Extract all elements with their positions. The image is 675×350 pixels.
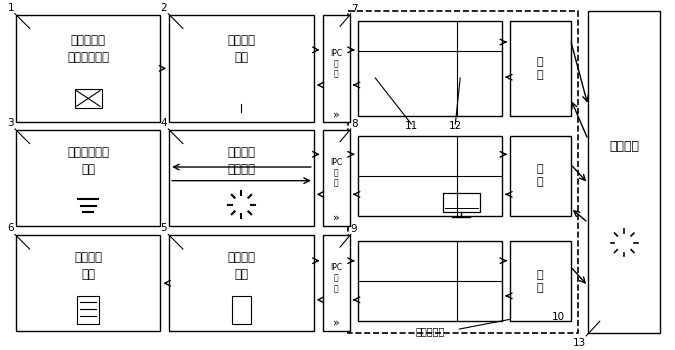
Text: 光伏逆变器
单元测试模块: 光伏逆变器 单元测试模块 (68, 34, 109, 64)
Bar (358, 136, 502, 216)
Text: IPC
接
口: IPC 接 口 (330, 49, 342, 78)
Text: 模块间通信: 模块间通信 (415, 326, 445, 336)
Text: 端
口: 端 口 (537, 164, 543, 187)
Bar (16, 130, 161, 226)
Bar (74, 89, 102, 108)
Text: 8: 8 (351, 119, 358, 129)
Text: 特性输出
模块: 特性输出 模块 (74, 251, 102, 281)
Bar (169, 130, 314, 226)
Text: 3: 3 (7, 118, 14, 128)
Text: »: » (333, 213, 340, 223)
Bar (588, 11, 660, 333)
Text: 10: 10 (552, 312, 566, 322)
Bar (510, 21, 570, 116)
Text: 2: 2 (161, 3, 167, 13)
Bar (358, 241, 502, 321)
Text: 11: 11 (405, 121, 418, 131)
Text: 1: 1 (7, 3, 14, 13)
Bar (443, 193, 480, 212)
Bar (16, 235, 161, 331)
Bar (16, 15, 161, 122)
Text: 数据仓库
模块: 数据仓库 模块 (227, 251, 256, 281)
Bar (169, 235, 314, 331)
Text: IPC
接
口: IPC 接 口 (330, 264, 342, 293)
Text: 9: 9 (351, 224, 358, 234)
Bar (78, 296, 99, 324)
Bar (348, 11, 578, 333)
Bar (323, 235, 350, 331)
Text: 13: 13 (573, 338, 586, 348)
Text: 光伏电站模型
模块: 光伏电站模型 模块 (68, 146, 109, 176)
Text: 4: 4 (161, 118, 167, 128)
Bar (169, 15, 314, 122)
Text: 12: 12 (449, 121, 462, 131)
Text: 6: 6 (7, 223, 14, 233)
Text: 端
口: 端 口 (537, 270, 543, 293)
Bar (323, 130, 350, 226)
Text: 5: 5 (161, 223, 167, 233)
Bar (232, 296, 251, 324)
Bar (510, 241, 570, 321)
Text: »: » (333, 318, 340, 328)
Text: IPC
接
口: IPC 接 口 (330, 158, 342, 188)
Text: 数据分析
模块: 数据分析 模块 (227, 34, 256, 64)
Text: 7: 7 (351, 4, 358, 14)
Bar (323, 15, 350, 122)
Text: 主控模块: 主控模块 (610, 140, 639, 153)
Bar (510, 136, 570, 216)
Text: »: » (333, 109, 340, 119)
Bar (358, 21, 502, 116)
Text: 光伏电站
仿真模块: 光伏电站 仿真模块 (227, 146, 256, 176)
Text: 端
口: 端 口 (537, 57, 543, 80)
